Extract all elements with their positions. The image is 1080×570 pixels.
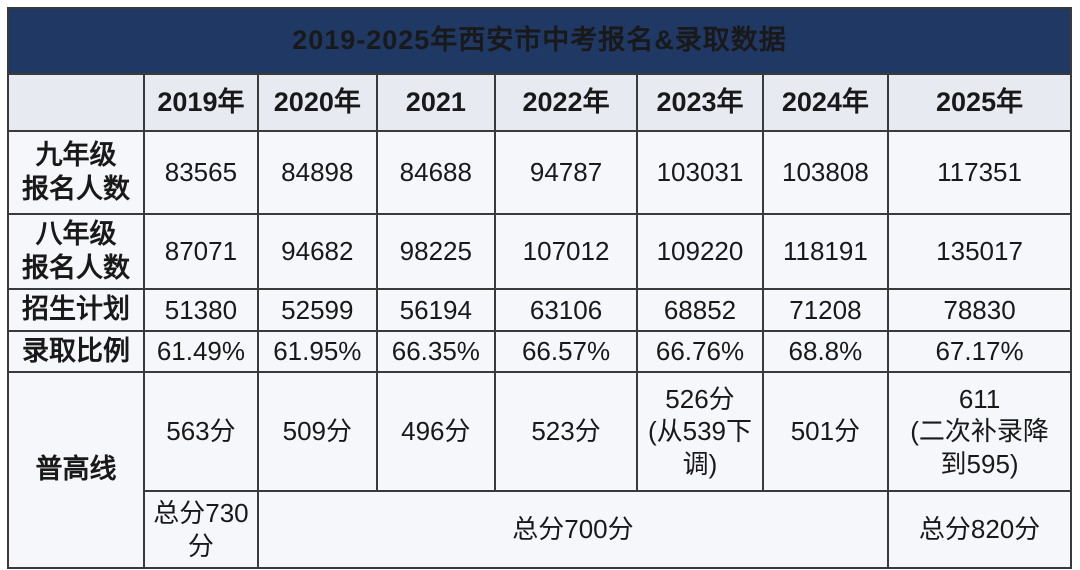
cell-line-2024: 501分 xyxy=(761,371,890,492)
table-row-enrollment-plan: 招生计划 51380 52599 56194 63106 68852 71208… xyxy=(6,288,1072,332)
year-header-2021: 2021 xyxy=(375,73,496,132)
cell-grade8-2023: 109220 xyxy=(636,213,764,290)
cell-grade8-2020: 94682 xyxy=(256,213,378,290)
cell-grade8-2021: 98225 xyxy=(375,213,496,290)
cell-grade8-2024: 118191 xyxy=(761,213,890,290)
cell-grade9-2023: 103031 xyxy=(636,130,764,215)
corner-cell xyxy=(6,73,146,132)
table-row-total-score: 总分730 分 总分700分 总分820分 xyxy=(8,490,1072,569)
table-row-grade9-registrants: 九年级 报名人数 83565 84898 84688 94787 103031 … xyxy=(6,130,1072,215)
cell-plan-2020: 52599 xyxy=(256,288,378,332)
table-row-admission-ratio: 录取比例 61.49% 61.95% 66.35% 66.57% 66.76% … xyxy=(6,330,1072,373)
cell-line-2019: 563分 xyxy=(143,371,259,492)
year-header-row: 2019年 2020年 2021 2022年 2023年 2024年 2025年 xyxy=(6,73,1072,132)
cell-grade9-2020: 84898 xyxy=(256,130,378,215)
row-label-highschool-line: 普高线 xyxy=(6,371,146,569)
cell-line-2021: 496分 xyxy=(375,371,496,492)
year-header-2019: 2019年 xyxy=(143,73,259,132)
year-header-2022: 2022年 xyxy=(493,73,639,132)
cell-plan-2023: 68852 xyxy=(636,288,764,332)
cell-plan-2021: 56194 xyxy=(375,288,496,332)
cell-grade9-2021: 84688 xyxy=(375,130,496,215)
table-title: 2019-2025年西安市中考报名&录取数据 xyxy=(7,7,1072,75)
cell-grade9-2025: 117351 xyxy=(887,130,1072,215)
cell-plan-2019: 51380 xyxy=(143,288,259,332)
cell-line-2020: 509分 xyxy=(256,371,378,492)
cell-grade8-2019: 87071 xyxy=(143,213,259,290)
cell-plan-2022: 63106 xyxy=(493,288,639,332)
exam-data-table: 2019-2025年西安市中考报名&录取数据 2019年 2020年 2021 … xyxy=(6,7,1072,569)
row-label-enrollment-plan: 招生计划 xyxy=(6,288,146,332)
table-row-grade8-registrants: 八年级 报名人数 87071 94682 98225 107012 109220… xyxy=(6,213,1072,290)
cell-total-2020-2024: 总分700分 xyxy=(256,490,890,569)
row-label-admission-ratio: 录取比例 xyxy=(6,330,146,373)
cell-total-2019: 总分730 分 xyxy=(143,490,259,569)
cell-plan-2024: 71208 xyxy=(761,288,890,332)
year-header-2024: 2024年 xyxy=(761,73,890,132)
cell-plan-2025: 78830 xyxy=(887,288,1072,332)
table-row-highschool-line: 普高线 563分 509分 496分 523分 526分 (从539下 调) 5… xyxy=(6,371,1072,569)
cell-grade8-2025: 135017 xyxy=(887,213,1072,290)
cell-line-2025: 611 (二次补录降 到595) xyxy=(887,371,1072,492)
cell-line-2022: 523分 xyxy=(493,371,639,492)
row-label-grade9-registrants: 九年级 报名人数 xyxy=(6,130,146,215)
cell-grade9-2019: 83565 xyxy=(143,130,259,215)
year-header-2023: 2023年 xyxy=(636,73,764,132)
title-row: 2019-2025年西安市中考报名&录取数据 xyxy=(7,7,1072,75)
cell-ratio-2019: 61.49% xyxy=(143,330,259,373)
cell-ratio-2022: 66.57% xyxy=(493,330,639,373)
cell-grade9-2022: 94787 xyxy=(493,130,639,215)
cell-ratio-2023: 66.76% xyxy=(636,330,764,373)
year-header-2020: 2020年 xyxy=(256,73,378,132)
cell-total-2025: 总分820分 xyxy=(887,490,1072,569)
cell-ratio-2025: 67.17% xyxy=(887,330,1072,373)
cell-ratio-2020: 61.95% xyxy=(256,330,378,373)
cell-grade9-2024: 103808 xyxy=(761,130,890,215)
row-label-grade8-registrants: 八年级 报名人数 xyxy=(6,213,146,290)
cell-grade8-2022: 107012 xyxy=(493,213,639,290)
year-header-2025: 2025年 xyxy=(887,73,1072,132)
cell-ratio-2024: 68.8% xyxy=(761,330,890,373)
cell-line-2023: 526分 (从539下 调) xyxy=(636,371,764,492)
cell-ratio-2021: 66.35% xyxy=(375,330,496,373)
